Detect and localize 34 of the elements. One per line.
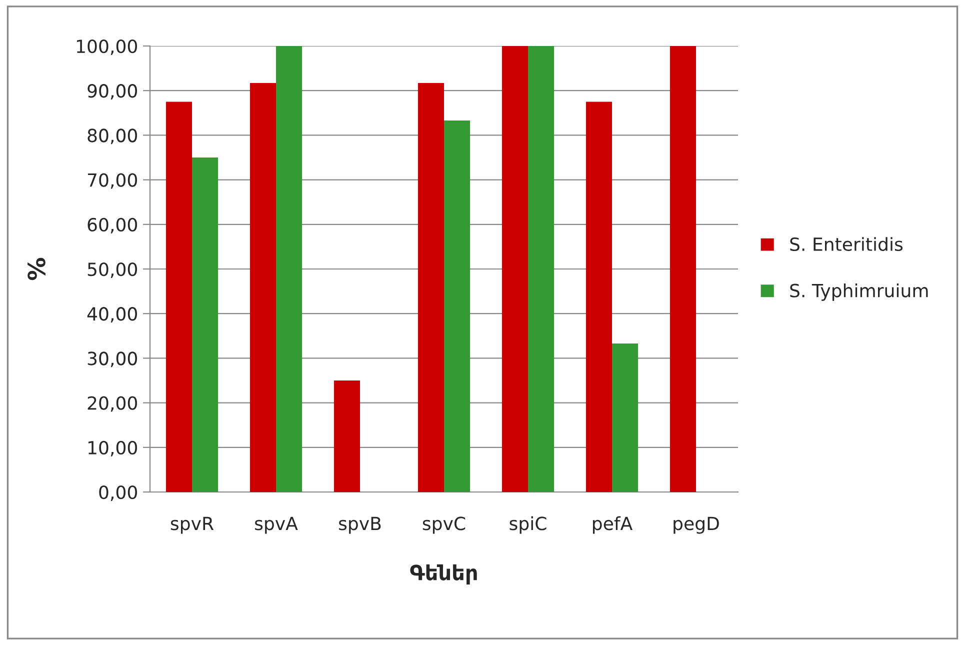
bar bbox=[612, 343, 638, 492]
y-tick-label: 0,00 bbox=[99, 485, 137, 501]
y-tick-label: 100,00 bbox=[77, 39, 137, 55]
y-tick-label: 70,00 bbox=[88, 173, 137, 189]
bar bbox=[334, 380, 360, 492]
x-tick-label: spvB bbox=[339, 516, 381, 534]
legend-label: S. Typhimruium bbox=[790, 283, 928, 301]
x-tick-label: spiC bbox=[510, 516, 546, 534]
x-tick-label: spvA bbox=[255, 516, 298, 534]
bar bbox=[528, 46, 554, 492]
x-tick-label: spvR bbox=[170, 516, 214, 534]
y-tick-label: 30,00 bbox=[88, 352, 137, 368]
y-tick-label: 40,00 bbox=[87, 307, 137, 323]
y-tick-label: 50,00 bbox=[88, 262, 137, 278]
y-tick-label: 60,00 bbox=[88, 218, 137, 234]
y-tick-label: 10,00 bbox=[88, 440, 137, 456]
bar bbox=[418, 83, 444, 492]
bar bbox=[444, 120, 470, 492]
bar bbox=[586, 102, 612, 492]
bar bbox=[250, 83, 276, 492]
x-tick-label: pegD bbox=[674, 516, 719, 534]
y-tick-label: 80,00 bbox=[88, 128, 137, 144]
x-tick-label: pefA bbox=[593, 516, 632, 534]
legend-label: S. Enteritidis bbox=[790, 237, 903, 252]
y-axis-title: % bbox=[28, 258, 46, 280]
x-axis-title: Գեներ bbox=[410, 564, 477, 584]
bar bbox=[166, 102, 192, 492]
bar bbox=[276, 46, 302, 492]
x-tick-label: spvC bbox=[422, 516, 466, 534]
bar bbox=[670, 46, 696, 492]
y-tick-label: 20,00 bbox=[88, 396, 137, 412]
y-tick-label: 90,00 bbox=[88, 84, 137, 100]
bar bbox=[502, 46, 528, 492]
bar bbox=[192, 158, 218, 492]
